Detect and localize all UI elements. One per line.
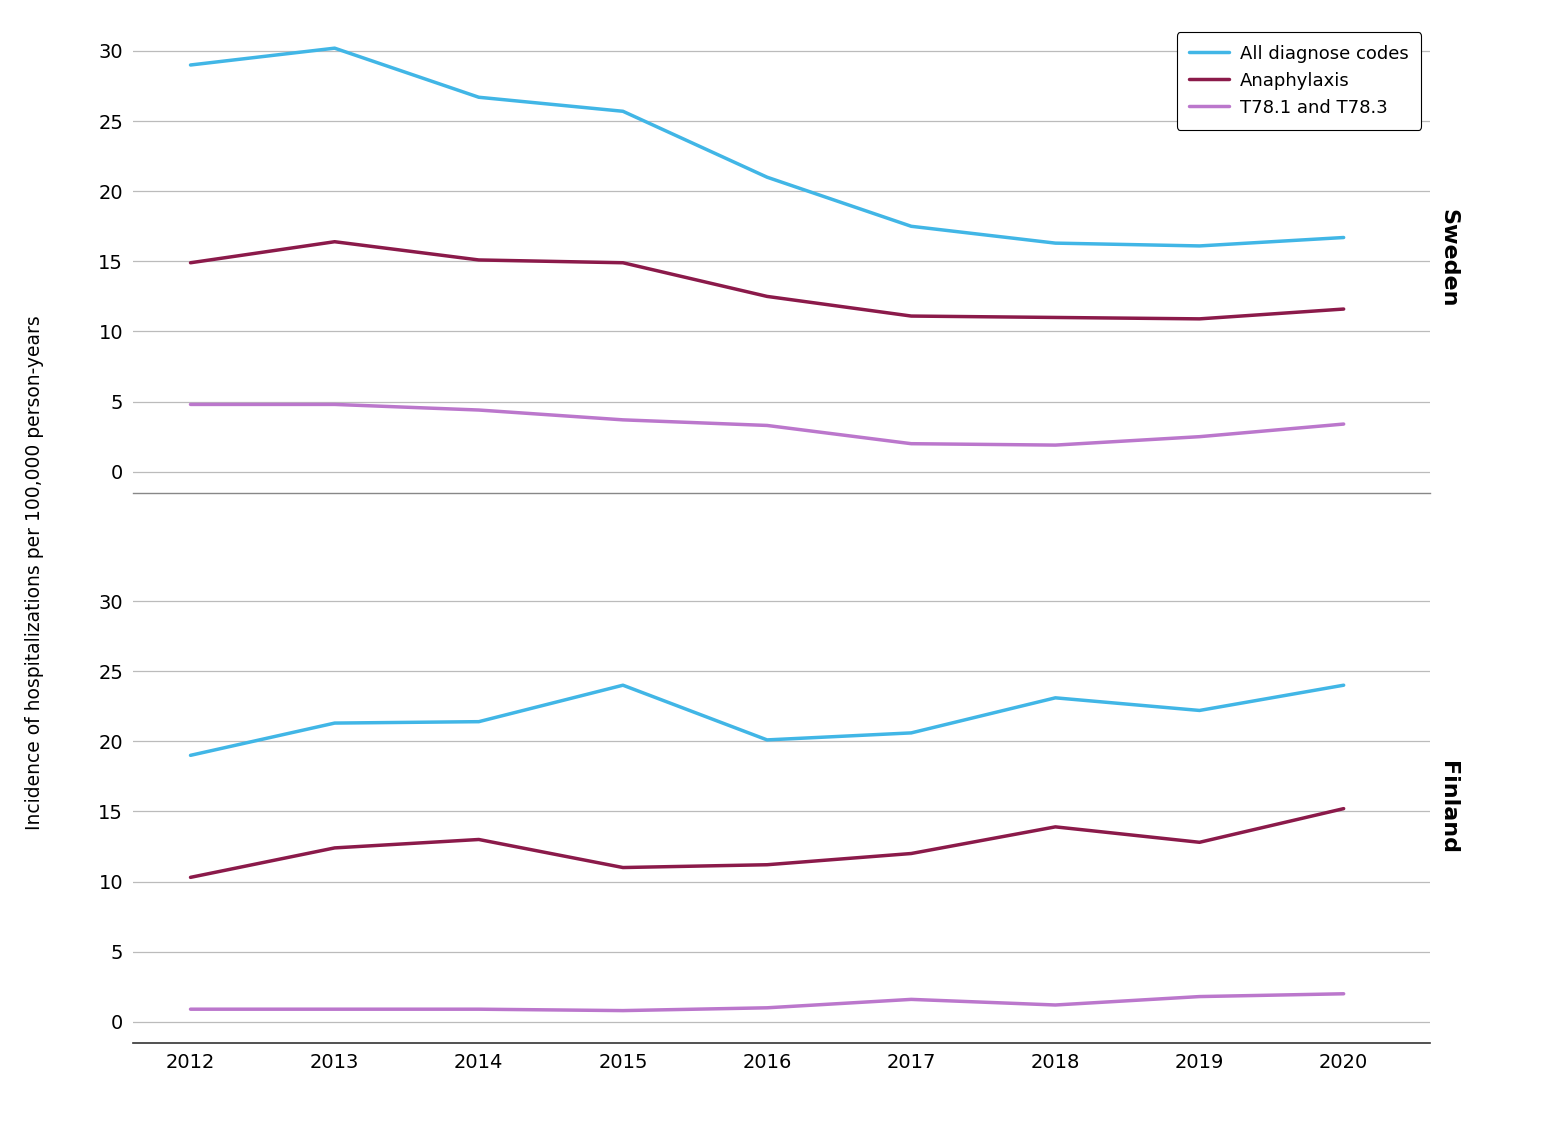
Text: Sweden: Sweden xyxy=(1438,209,1458,307)
Text: Finland: Finland xyxy=(1438,761,1458,855)
Text: Incidence of hospitalizations per 100,000 person-years: Incidence of hospitalizations per 100,00… xyxy=(25,315,44,831)
Legend: All diagnose codes, Anaphylaxis, T78.1 and T78.3: All diagnose codes, Anaphylaxis, T78.1 a… xyxy=(1177,32,1421,131)
